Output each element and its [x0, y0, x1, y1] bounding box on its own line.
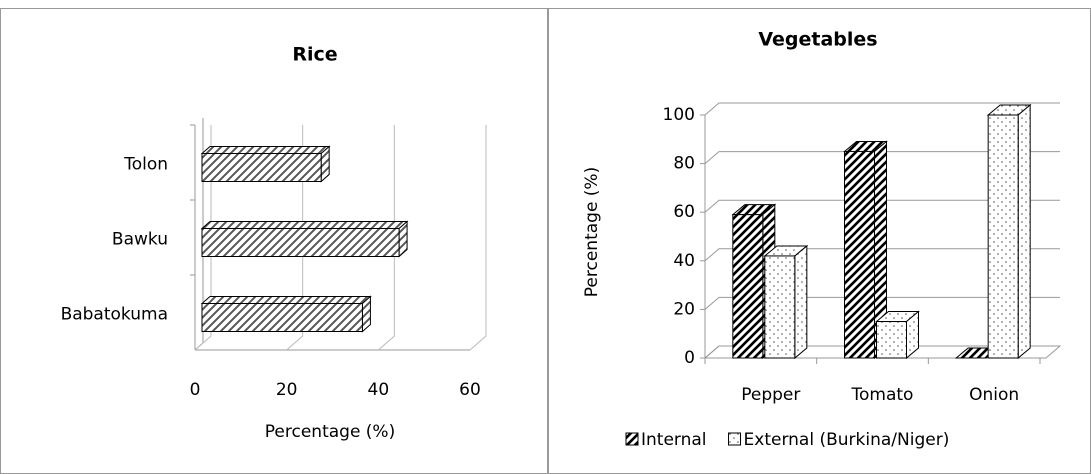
chart-title: Rice [292, 44, 337, 66]
bar [201, 153, 322, 182]
x-tick-label: Pepper [741, 385, 800, 405]
y-tick-label: 100 [663, 105, 695, 125]
tick-line [194, 125, 212, 351]
x-tick-label: 40 [368, 380, 390, 400]
y-tick-label: 60 [673, 202, 695, 222]
y-tick-label: 40 [673, 251, 695, 271]
floor [703, 345, 1062, 359]
grid-line [704, 248, 1060, 262]
bar-top [200, 221, 409, 229]
legend-swatch [625, 432, 639, 446]
y-tick-label: Tolon [123, 155, 168, 175]
x-tick-label: Tomato [851, 385, 914, 405]
bar [987, 114, 1019, 359]
grid-line [704, 102, 1060, 116]
chart-title: Vegetables [758, 29, 877, 51]
bar [876, 321, 907, 359]
y-tick-label: Bawku [112, 230, 168, 250]
bar [201, 228, 400, 257]
grid-line [704, 199, 1060, 213]
bar-side [1017, 103, 1031, 360]
x-tick-label: 60 [459, 380, 481, 400]
bar [764, 255, 796, 359]
grid-line [704, 151, 1060, 164]
tick-line [469, 125, 487, 351]
y-tick-label: 20 [673, 299, 695, 319]
y-tick-label: 80 [673, 154, 695, 174]
x-tick-label: 20 [276, 380, 298, 400]
y-tick-label: 0 [684, 348, 695, 368]
legend-label: Internal [641, 430, 707, 450]
bar-top [200, 146, 331, 154]
bar-side [794, 244, 808, 360]
x-tick-label: 0 [190, 380, 201, 400]
tick-line [286, 125, 304, 351]
bar-top [200, 296, 372, 304]
y-tick-label: Babatokuma [61, 305, 168, 325]
legend-label: External (Burkina/Niger) [744, 430, 950, 450]
x-tick-label: Onion [969, 385, 1019, 405]
bar [201, 303, 363, 332]
tick-line [378, 125, 395, 351]
x-axis-label: Percentage (%) [265, 422, 395, 442]
legend-swatch [728, 432, 742, 446]
y-axis-label: Percentage (%) [582, 167, 602, 297]
bar [732, 214, 764, 359]
grid-line [704, 296, 1060, 310]
bar [844, 150, 875, 359]
